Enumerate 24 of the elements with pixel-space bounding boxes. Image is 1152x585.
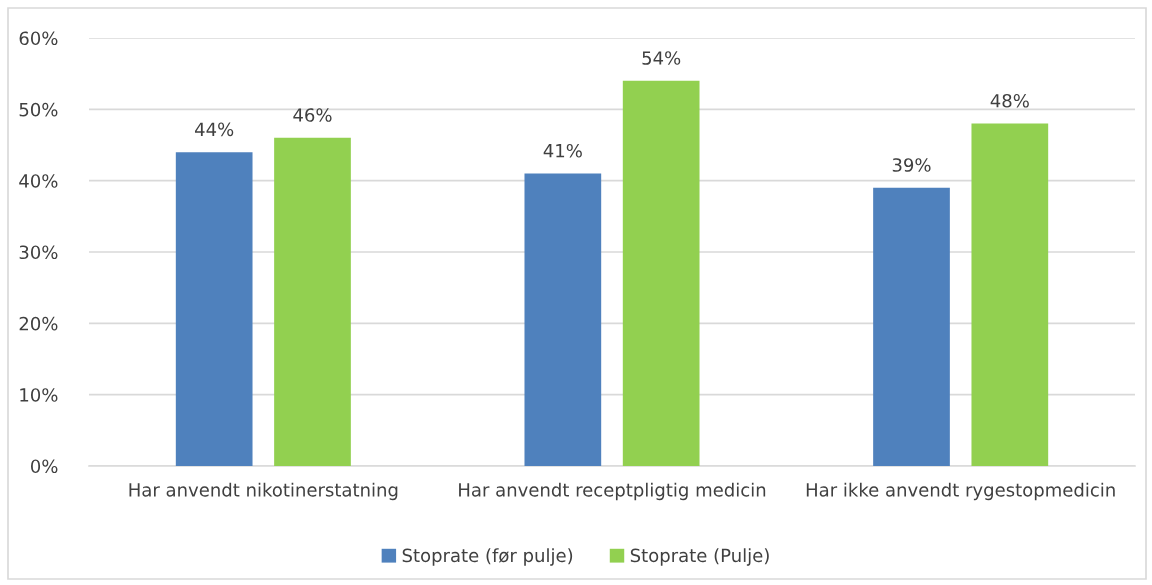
- bar: [175, 152, 253, 466]
- y-tick-label: 50%: [19, 102, 58, 117]
- x-tick-label: Har anvendt nikotinerstatning: [129, 482, 398, 501]
- y-tick-label: 60%: [19, 31, 58, 46]
- x-tick-label: Har anvendt receptpligtig medicin: [459, 482, 766, 501]
- data-label: 39%: [892, 158, 931, 172]
- bar: [971, 123, 1049, 466]
- bar: [873, 187, 950, 466]
- data-label: 44%: [194, 122, 234, 137]
- data-label: 41%: [543, 143, 582, 158]
- y-tick-label: 30%: [19, 245, 58, 260]
- data-label: 46%: [293, 108, 332, 122]
- y-tick-label: 20%: [19, 316, 58, 331]
- bar: [274, 137, 351, 466]
- legend-label: Stoprate (før pulje): [402, 548, 573, 566]
- bar: [622, 80, 700, 466]
- legend-label: Stoprate (Pulje): [630, 548, 769, 566]
- y-tick-label: 40%: [19, 174, 58, 188]
- y-tick-label: 10%: [20, 388, 58, 402]
- data-label: 54%: [642, 51, 681, 65]
- x-tick-label: Har ikke anvendt rygestopmedicin: [806, 482, 1115, 501]
- bar: [524, 173, 602, 466]
- data-label: 48%: [990, 93, 1029, 108]
- y-tick-label: 0%: [30, 459, 58, 474]
